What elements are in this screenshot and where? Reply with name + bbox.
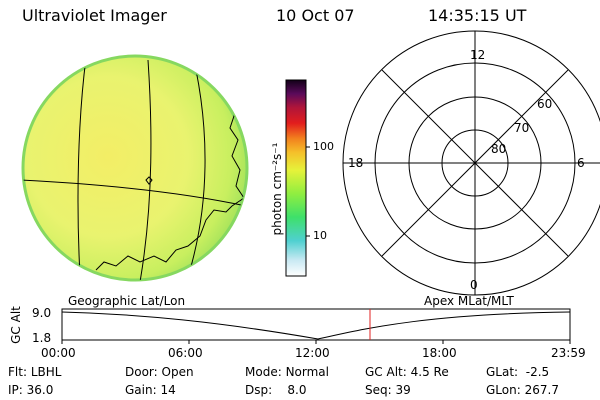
altitude-xtick: 23:59 [551, 346, 586, 360]
status-flt: Flt: LBHL [8, 365, 62, 379]
status-gc-alt: GC Alt: 4.5 Re [365, 365, 449, 379]
altitude-curve [61, 311, 571, 340]
instrument-title: Ultraviolet Imager [22, 6, 167, 25]
colorbar-tick-label: 100 [313, 140, 334, 153]
colorbar [285, 79, 307, 277]
status-glon: GLon: 267.7 [486, 383, 559, 397]
coastline [95, 61, 245, 271]
latitude-line [23, 179, 247, 207]
polar-grid [342, 30, 600, 296]
status-ip: IP: 36.0 [8, 383, 54, 397]
altitude-ytick: 9.0 [32, 306, 52, 320]
meridian-line [139, 59, 152, 280]
status-glat: GLat: -2.5 [486, 365, 550, 379]
status-door: Door: Open [125, 365, 194, 379]
altitude-plot-frame [61, 308, 571, 341]
lat-label-70: 70 [514, 121, 530, 135]
altitude-ytick: 1.8 [32, 331, 52, 345]
polar-projection-label: Apex MLat/MLT [424, 294, 514, 308]
altitude-xtick: 00:00 [41, 346, 76, 360]
coastline [145, 176, 153, 185]
altitude-xtick: 12:00 [295, 346, 330, 360]
colorbar-unit-label: photon cm⁻²s⁻¹ [270, 142, 284, 236]
meridian-line [189, 69, 206, 271]
time-label: 14:35:15 UT [428, 6, 527, 25]
mlt-label-18: 18 [348, 156, 364, 170]
colorbar-tick-label: 10 [313, 229, 327, 242]
altitude-ylabel: GC Alt [9, 306, 23, 344]
globe-projection-label: Geographic Lat/Lon [68, 294, 186, 308]
mlt-label-12: 12 [470, 48, 486, 62]
altitude-xtick: 06:00 [168, 346, 203, 360]
mlt-label-6: 6 [577, 156, 585, 170]
altitude-xtick: 18:00 [422, 346, 457, 360]
status-mode: Mode: Normal [245, 365, 329, 379]
globe-image [21, 54, 249, 282]
date-label: 10 Oct 07 [276, 6, 355, 25]
status-gain: Gain: 14 [125, 383, 176, 397]
lat-label-60: 60 [537, 97, 553, 111]
status-dsp: Dsp: 8.0 [245, 383, 307, 397]
lat-label-80: 80 [491, 142, 507, 156]
meridian-line [77, 57, 87, 277]
mlt-label-0: 0 [470, 278, 478, 292]
altitude-xticks [61, 340, 571, 344]
status-seq: Seq: 39 [365, 383, 411, 397]
